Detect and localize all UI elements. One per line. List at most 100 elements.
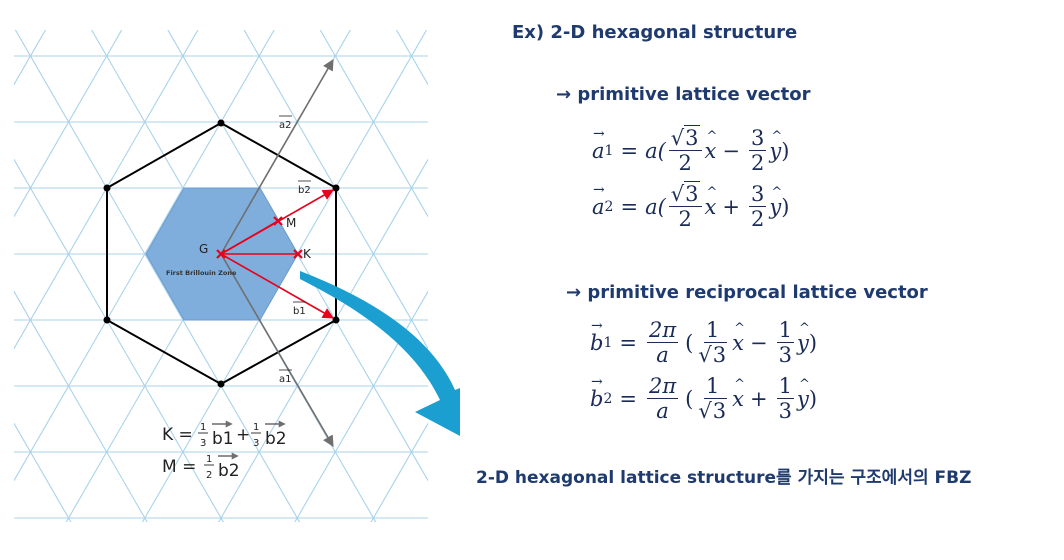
point-markers: [216, 216, 303, 259]
eq-b2-xhat: x: [732, 377, 745, 411]
formula-k-c2-den: 3: [253, 438, 259, 449]
point-g-marker: [216, 249, 226, 259]
eq-a1-yhat: y: [769, 129, 782, 163]
grid-line: [14, 290, 148, 522]
eq-b2-den2: 3: [778, 399, 792, 424]
primitive-vector-heading: → primitive lattice vector: [556, 84, 811, 105]
formula-m-c-den: 2: [206, 470, 212, 481]
eq-b2-root: 3: [711, 398, 728, 424]
eq-b1-close: ): [808, 330, 818, 355]
vertex-dot: [217, 119, 225, 127]
eq-a1-equals: =: [620, 138, 639, 163]
grid-line: [14, 30, 275, 482]
vector-b1: [220, 253, 334, 319]
eq-b1-xhat: x: [732, 321, 745, 355]
eq-a2-var: a: [592, 182, 605, 219]
formula-k: K = 1 3 b1 + 1 3 b2: [162, 420, 287, 449]
label-b2: b2: [298, 185, 311, 196]
label-a1: a1: [279, 374, 292, 385]
formula-m-v: b2: [218, 461, 240, 481]
label-a2: a2: [279, 120, 292, 131]
eq-b1-var: b: [590, 318, 603, 355]
eq-b2-num1: 1: [704, 374, 722, 400]
eq-a2-yhat: y: [769, 185, 782, 219]
curved-arrow: [300, 271, 460, 436]
eq-b1-sub: 1: [603, 334, 613, 351]
eq-b2-pden: a: [656, 399, 669, 424]
formula-k-c1-den: 3: [200, 438, 206, 449]
eq-b2-open: (: [685, 386, 694, 411]
label-k: K: [303, 247, 312, 261]
grid-line: [243, 30, 428, 350]
eq-b1-num2: 1: [776, 318, 794, 344]
eq-a1-den1: 2: [678, 151, 692, 176]
point-k-marker: [293, 249, 303, 259]
eq-b1-yhat: y: [797, 321, 810, 355]
formula-k-c2-num: 1: [253, 422, 259, 433]
eq-b1-equals: =: [619, 330, 637, 355]
label-first-brillouin-zone: First Brillouin Zone: [166, 269, 237, 277]
axis-a2: [220, 59, 334, 255]
equation-b1: b1 = 2πa ( 1√3 x − 13 y ): [590, 318, 818, 368]
eq-a2-sub: 2: [604, 198, 614, 215]
formula-k-c1-num: 1: [200, 422, 206, 433]
grid-line: [425, 0, 460, 560]
vertex-dot: [103, 184, 111, 192]
point-m-marker: [273, 216, 283, 226]
eq-b2-sub: 2: [603, 390, 613, 407]
eq-b1-num1: 1: [704, 318, 722, 344]
eq-b1-den2: 3: [778, 343, 792, 368]
example-title: Ex) 2-D hexagonal structure: [512, 22, 798, 43]
grid-line: [395, 30, 428, 86]
eq-b2-yhat: y: [797, 377, 810, 411]
eq-a2-close: ): [781, 194, 790, 219]
eq-a1-den2: 2: [751, 151, 765, 176]
grid-line: [14, 30, 123, 218]
formula-m-lhs: M =: [162, 457, 196, 477]
grid-line: [370, 422, 428, 522]
eq-b1-pden: a: [656, 343, 669, 368]
equation-a1: a1 = a( √32 x − 32 y ): [592, 125, 790, 176]
eq-a2-den1: 2: [678, 207, 692, 232]
formula-m-c-num: 1: [206, 454, 212, 465]
eq-a2-equals: =: [620, 194, 639, 219]
hexagonal-lattice-diagram: a2 b2 b1 a1 M K G First Brillouin Zone K…: [14, 0, 460, 560]
grid-line: [14, 158, 224, 522]
eq-a2-den2: 2: [751, 207, 765, 232]
eq-b2-var: b: [590, 374, 603, 411]
eq-b2-equals: =: [619, 386, 637, 411]
eq-a1-num2: 3: [749, 126, 767, 152]
formula-m: M = 1 2 b2: [162, 452, 240, 481]
eq-b2-close: ): [808, 386, 818, 411]
eq-a1-op: −: [722, 138, 740, 163]
eq-b1-root: 3: [711, 342, 728, 368]
eq-a1-close: ): [781, 138, 790, 163]
vector-m: [220, 220, 279, 255]
grid-line: [455, 0, 460, 560]
formula-k-v2: b2: [265, 429, 287, 449]
vertex-dot: [332, 316, 340, 324]
hexagon-vertices: [103, 119, 340, 388]
eq-b1-open: (: [685, 330, 694, 355]
eq-a2-op: +: [722, 194, 740, 219]
grid-line: [218, 158, 428, 522]
equation-b2: b2 = 2πa ( 1√3 x + 13 y ): [590, 374, 818, 424]
fbz-caption: 2-D hexagonal lattice structure를 가지는 구조에…: [476, 468, 972, 488]
grid-line: [14, 422, 72, 522]
vertex-dot: [332, 184, 340, 192]
label-g: G: [199, 242, 208, 256]
equation-a2: a2 = a( √32 x + 32 y ): [592, 181, 790, 232]
vertex-dot: [217, 380, 225, 388]
eq-b1-op: −: [749, 330, 768, 355]
eq-a1-sub: 1: [604, 142, 614, 159]
formula-k-plus: +: [236, 425, 250, 445]
formula-k-lhs: K =: [162, 425, 193, 445]
eq-a1-root: 3: [684, 125, 700, 150]
grid-line: [319, 30, 428, 218]
reciprocal-vector-heading: → primitive reciprocal lattice vector: [566, 282, 928, 303]
eq-b2-num2: 1: [776, 374, 794, 400]
eq-a2-root: 3: [684, 181, 700, 206]
eq-a2-xhat: x: [705, 185, 718, 219]
eq-a2-coef: a(: [645, 194, 666, 219]
grid-line: [14, 30, 199, 350]
